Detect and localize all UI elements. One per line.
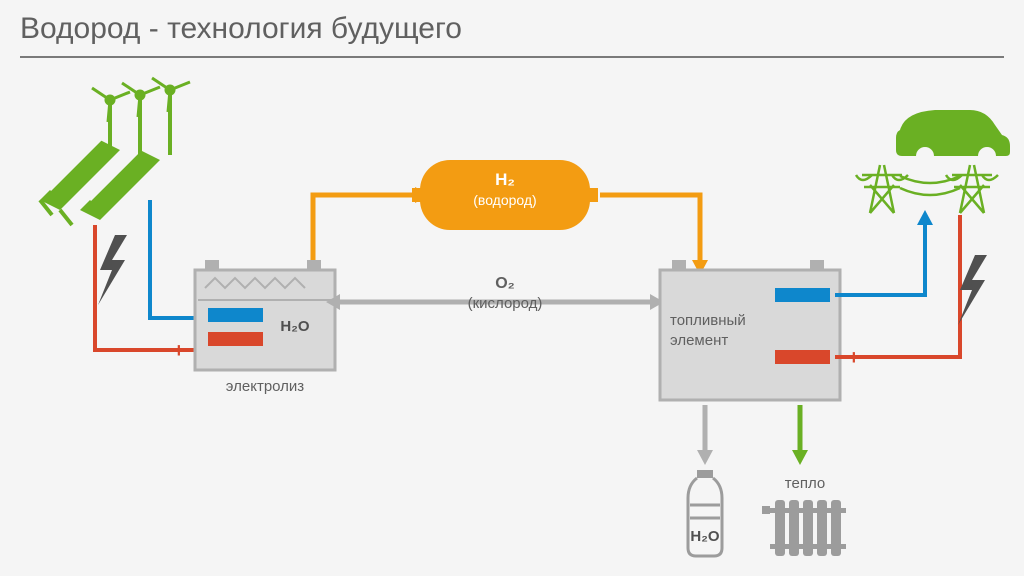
heat-label: тепло — [770, 475, 840, 492]
electrolyzer-h2o: H₂O — [270, 318, 320, 335]
plus-left: + — [173, 340, 185, 363]
radiator-icon — [762, 500, 846, 556]
arrow-to-heat — [792, 405, 808, 465]
arrow-h2-to-fuelcell — [600, 195, 708, 275]
o2-subtitle: (кислород) — [440, 295, 570, 312]
power-blue-wire-right — [835, 210, 933, 295]
h2-tank-subtitle: (водород) — [430, 192, 580, 208]
fuel-cell-title: топливный — [670, 312, 780, 329]
pylon-icon — [856, 165, 998, 213]
lightning-icon-left — [98, 235, 127, 305]
power-red-wire-right — [835, 215, 960, 357]
arrow-to-water — [697, 405, 713, 465]
plus-right: + — [848, 347, 860, 370]
car-icon — [896, 110, 1010, 156]
fuel-cell-subtitle: элемент — [670, 332, 780, 349]
h2-tank-title: H₂ — [430, 170, 580, 190]
o2-title: O₂ — [455, 275, 555, 293]
power-red-wire-left — [95, 225, 200, 350]
fuel-cell-box — [660, 260, 840, 400]
lightning-icon-right — [958, 255, 987, 325]
electrolyzer-label: электролиз — [200, 378, 330, 395]
electrolyzer-box — [195, 260, 335, 370]
water-bottle-label: H₂O — [680, 528, 730, 545]
